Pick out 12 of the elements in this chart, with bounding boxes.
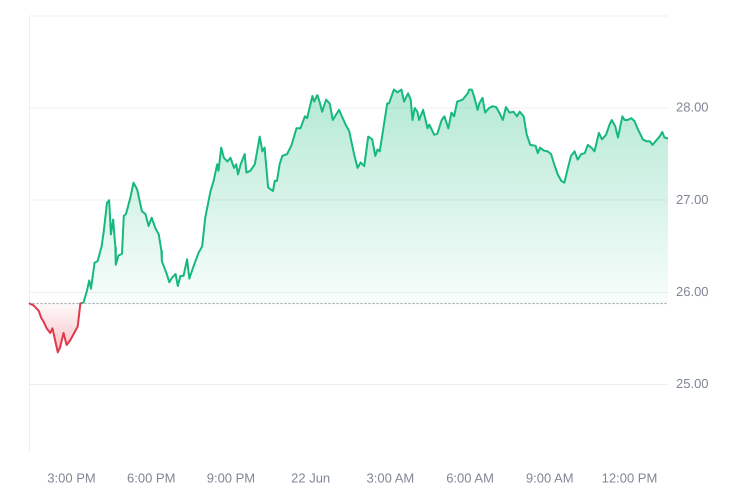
y-tick-label: 28.00 — [676, 100, 709, 115]
x-tick-label: 6:00 PM — [127, 470, 176, 486]
y-tick-label: 26.00 — [676, 284, 709, 299]
x-tick-label: 6:00 AM — [446, 470, 494, 486]
x-tick-label: 3:00 PM — [47, 470, 96, 486]
x-tick-label: 9:00 AM — [526, 470, 574, 486]
x-tick-label: 12:00 PM — [602, 470, 658, 486]
x-tick-label: 22 Jun — [291, 470, 330, 486]
x-tick-label: 9:00 PM — [206, 470, 256, 486]
y-tick-label: 25.00 — [676, 376, 709, 392]
x-tick-label: 3:00 AM — [366, 470, 414, 486]
y-tick-label: 27.00 — [676, 192, 709, 207]
